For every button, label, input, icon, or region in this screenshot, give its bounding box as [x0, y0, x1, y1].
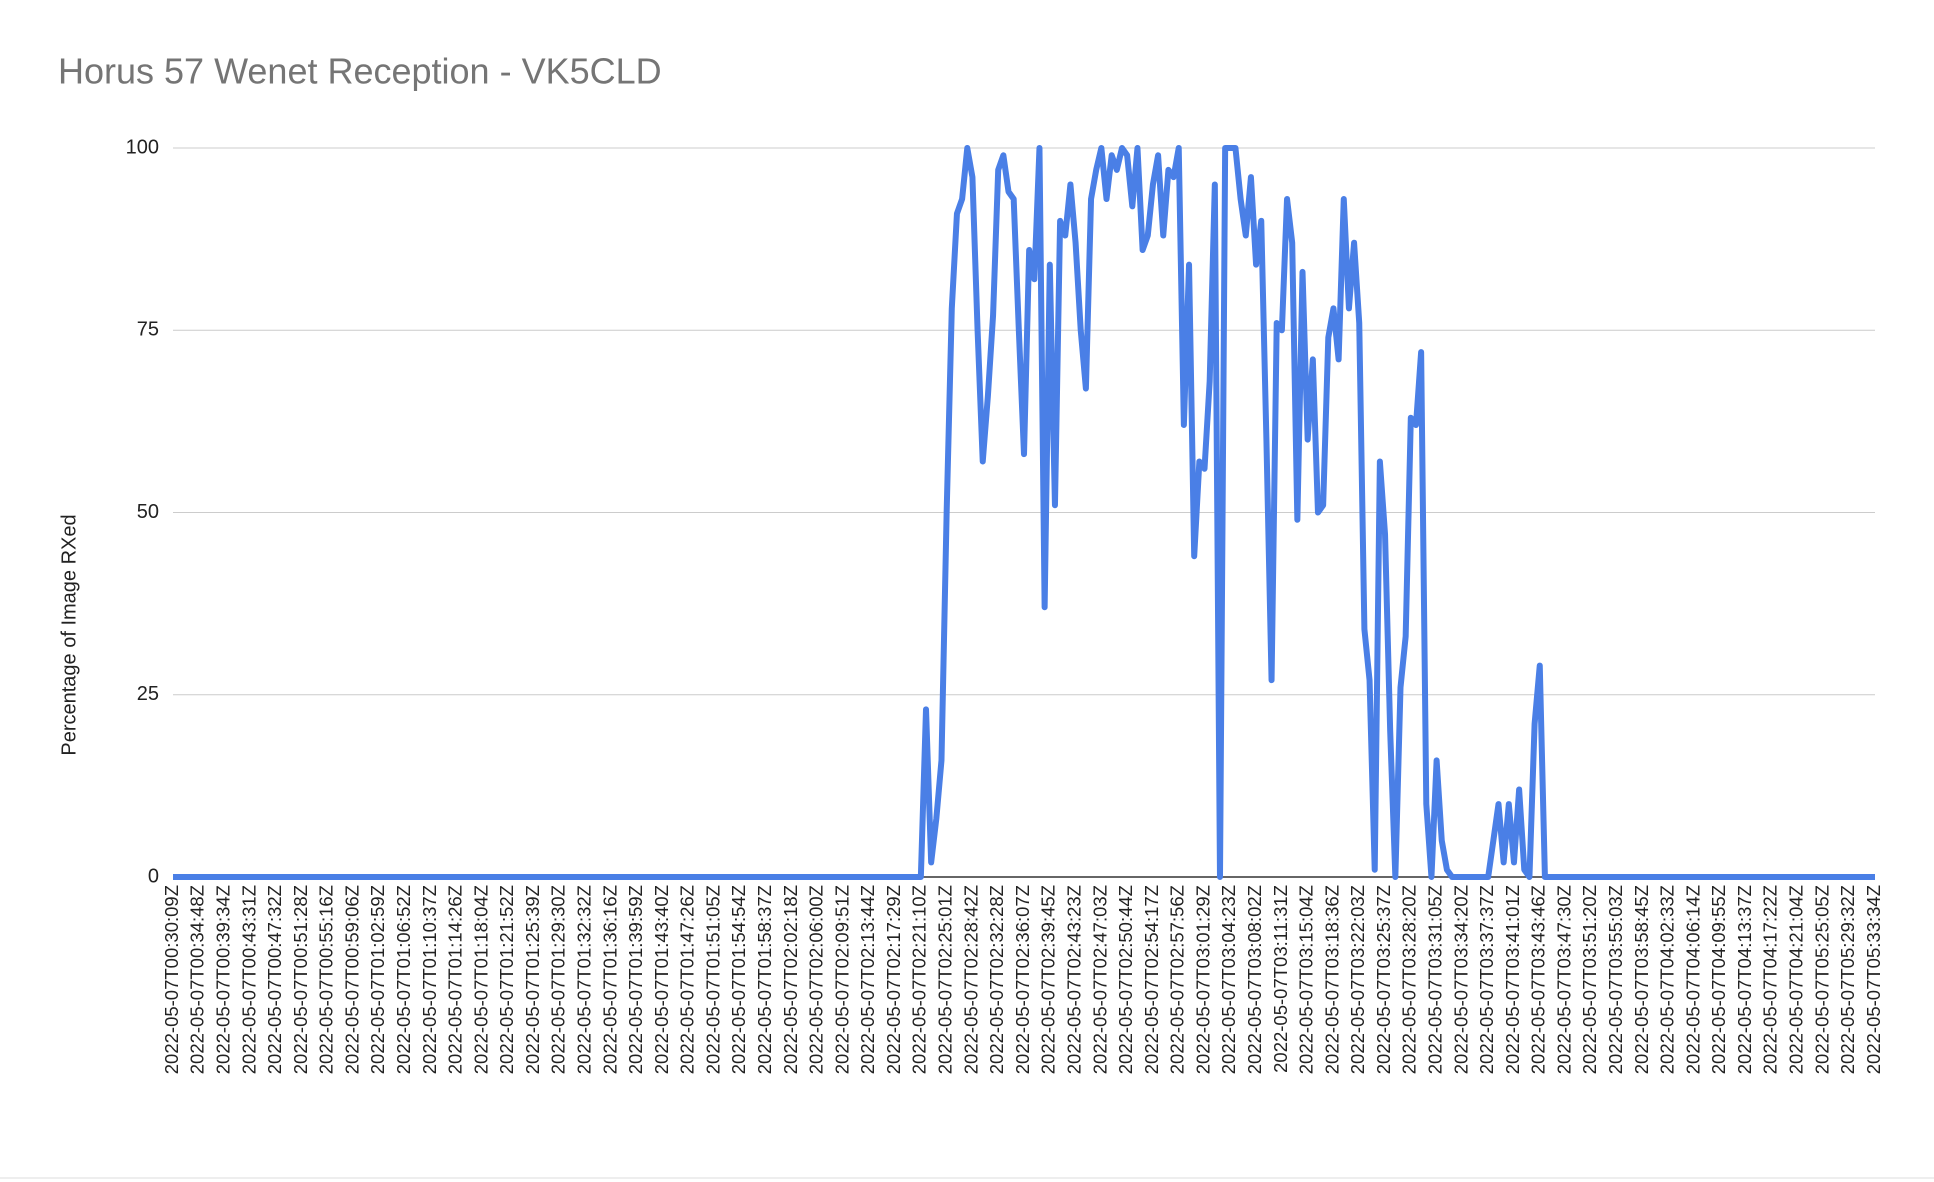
x-tick-label: 2022-05-07T01:58:37Z [754, 885, 775, 1074]
x-tick-label: 2022-05-07T02:36:07Z [1012, 885, 1033, 1074]
x-tick-label: 2022-05-07T02:57:56Z [1167, 885, 1188, 1074]
x-tick-label: 2022-05-07T00:51:28Z [290, 885, 311, 1074]
x-tick-label: 2022-05-07T01:02:59Z [367, 885, 388, 1074]
x-tick-label: 2022-05-07T00:55:16Z [316, 885, 337, 1074]
x-tick-label: 2022-05-07T00:39:34Z [212, 885, 233, 1074]
x-tick-label: 2022-05-07T02:50:44Z [1115, 885, 1136, 1074]
x-tick-label: 2022-05-07T00:59:06Z [341, 885, 362, 1074]
x-tick-label: 2022-05-07T01:29:30Z [548, 885, 569, 1074]
x-tick-label: 2022-05-07T02:02:18Z [780, 885, 801, 1074]
x-tick-label: 2022-05-07T04:13:37Z [1734, 885, 1755, 1074]
x-tick-label: 2022-05-07T03:11:31Z [1270, 885, 1291, 1073]
x-tick-label: 2022-05-07T03:08:02Z [1244, 885, 1265, 1074]
x-tick-label: 2022-05-07T03:31:05Z [1424, 885, 1445, 1074]
y-tick-label: 75 [137, 319, 159, 341]
x-tick-label: 2022-05-07T02:54:17Z [1141, 885, 1162, 1074]
x-tick-label: 2022-05-07T04:17:22Z [1760, 885, 1781, 1074]
y-tick-label: 0 [148, 865, 159, 887]
x-tick-label: 2022-05-07T02:39:45Z [1038, 885, 1059, 1074]
x-tick-label: 2022-05-07T03:15:04Z [1296, 885, 1317, 1074]
x-tick-label: 2022-05-07T03:37:37Z [1476, 885, 1497, 1074]
x-tick-label: 2022-05-07T02:06:00Z [806, 885, 827, 1074]
x-tick-label: 2022-05-07T04:09:55Z [1708, 885, 1729, 1074]
x-tick-label: 2022-05-07T03:34:20Z [1450, 885, 1471, 1074]
x-tick-label: 2022-05-07T03:47:30Z [1553, 885, 1574, 1074]
x-tick-label: 2022-05-07T02:47:03Z [1089, 885, 1110, 1074]
x-tick-label: 2022-05-07T02:13:44Z [857, 885, 878, 1074]
x-tick-label: 2022-05-07T04:21:04Z [1786, 885, 1807, 1074]
x-tick-label: 2022-05-07T05:25:05Z [1811, 885, 1832, 1074]
x-tick-label: 2022-05-07T05:29:32Z [1837, 885, 1858, 1074]
x-tick-label: 2022-05-07T01:39:59Z [625, 885, 646, 1074]
x-tick-label: 2022-05-07T02:43:23Z [1063, 885, 1084, 1074]
x-tick-label: 2022-05-07T02:09:51Z [831, 885, 852, 1074]
x-tick-label: 2022-05-07T01:25:39Z [522, 885, 543, 1074]
x-tick-label: 2022-05-07T00:43:31Z [238, 885, 259, 1074]
x-tick-label: 2022-05-07T03:25:37Z [1373, 885, 1394, 1074]
x-tick-label: 2022-05-07T03:22:03Z [1347, 885, 1368, 1074]
x-tick-label: 2022-05-07T03:58:45Z [1631, 885, 1652, 1074]
chart-title: Horus 57 Wenet Reception - VK5CLD [58, 51, 662, 92]
x-tick-label: 2022-05-07T00:30:09Z [161, 885, 182, 1074]
x-tick-label: 2022-05-07T01:32:32Z [573, 885, 594, 1074]
x-tick-label: 2022-05-07T03:51:20Z [1579, 885, 1600, 1074]
x-tick-label: 2022-05-07T00:34:48Z [187, 885, 208, 1074]
x-tick-label: 2022-05-07T03:55:03Z [1605, 885, 1626, 1074]
y-axis-label: Percentage of Image RXed [58, 514, 80, 755]
x-tick-label: 2022-05-07T02:28:42Z [960, 885, 981, 1074]
x-tick-label: 2022-05-07T02:32:28Z [986, 885, 1007, 1074]
x-tick-label: 2022-05-07T03:01:29Z [1192, 885, 1213, 1074]
x-tick-label: 2022-05-07T04:02:33Z [1657, 885, 1678, 1074]
x-tick-label: 2022-05-07T01:43:40Z [651, 885, 672, 1074]
x-tick-label: 2022-05-07T02:17:29Z [883, 885, 904, 1074]
x-tick-label: 2022-05-07T01:47:26Z [677, 885, 698, 1074]
x-tick-label: 2022-05-07T01:54:54Z [728, 885, 749, 1074]
x-tick-label: 2022-05-07T03:04:23Z [1218, 885, 1239, 1074]
x-tick-label: 2022-05-07T01:10:37Z [419, 885, 440, 1074]
y-tick-label: 50 [137, 501, 159, 523]
x-tick-label: 2022-05-07T03:28:20Z [1399, 885, 1420, 1074]
y-tick-label: 25 [137, 683, 159, 705]
x-tick-label: 2022-05-07T05:33:34Z [1863, 885, 1884, 1074]
x-tick-label: 2022-05-07T01:14:26Z [445, 885, 466, 1074]
x-tick-label: 2022-05-07T03:43:46Z [1528, 885, 1549, 1074]
x-tick-label: 2022-05-07T01:51:05Z [702, 885, 723, 1074]
x-tick-label: 2022-05-07T01:06:52Z [393, 885, 414, 1074]
x-tick-label: 2022-05-07T03:18:36Z [1321, 885, 1342, 1074]
x-tick-label: 2022-05-07T01:18:04Z [470, 885, 491, 1074]
y-tick-label: 100 [126, 136, 159, 158]
x-tick-label: 2022-05-07T03:41:01Z [1502, 885, 1523, 1074]
x-tick-label: 2022-05-07T00:47:32Z [264, 885, 285, 1074]
x-tick-label: 2022-05-07T02:21:10Z [909, 885, 930, 1074]
x-tick-label: 2022-05-07T02:25:01Z [935, 885, 956, 1074]
x-tick-label: 2022-05-07T01:21:52Z [496, 885, 517, 1074]
x-tick-label: 2022-05-07T01:36:16Z [599, 885, 620, 1074]
x-tick-label: 2022-05-07T04:06:14Z [1682, 885, 1703, 1074]
data-line [173, 145, 1875, 880]
